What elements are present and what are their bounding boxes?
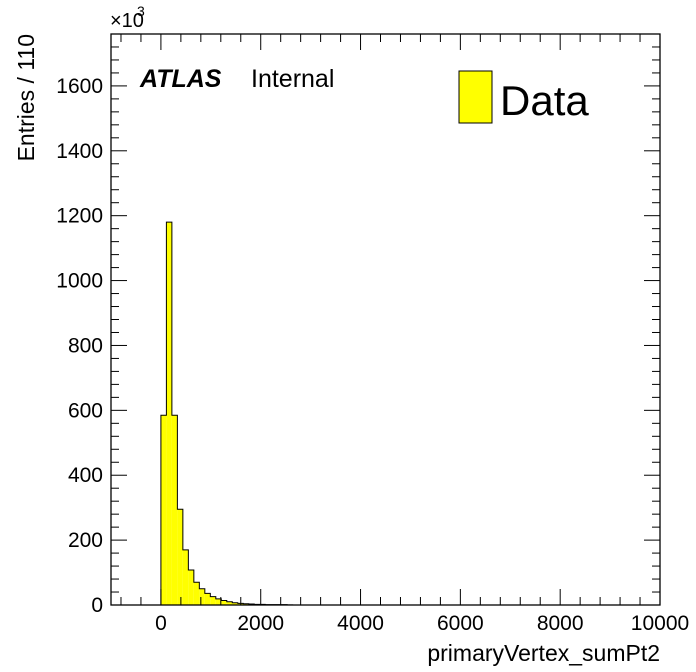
x-tick-label: 0 [155, 612, 167, 635]
plot-frame [110, 33, 661, 606]
histogram-bar [199, 588, 205, 605]
x-tick-label: 2000 [237, 612, 284, 635]
y-tick-label: 600 [68, 399, 103, 422]
y-tick-label: 400 [68, 464, 103, 487]
tick-labels: 0 2000 4000 6000 8000 10000 0 200 400 600 800 1000 1… [56, 75, 689, 635]
y-tick-label: 0 [91, 594, 103, 617]
y-tick-label: 200 [68, 529, 103, 552]
x-tick-label: 10000 [631, 612, 689, 635]
y-tick-label: 1400 [56, 140, 103, 163]
histogram-bar [188, 569, 194, 605]
histogram-bar [232, 602, 238, 605]
atlas-label: ATLAS [139, 65, 222, 93]
y-tick-label: 1200 [56, 205, 103, 228]
histogram-bar [210, 596, 216, 605]
y-axis-title: Entries / 110 [13, 34, 39, 161]
histogram-bar [160, 415, 167, 605]
x-tick-label: 6000 [437, 612, 484, 635]
histogram-bar [177, 509, 183, 605]
histogram-bar [215, 598, 222, 605]
x-axis-title: primaryVertex_sumPt2 [427, 640, 660, 666]
legend: Data [458, 70, 589, 124]
histogram-bar [171, 415, 178, 605]
y-multiplier: ×10 [110, 10, 144, 32]
y-tick-label: 1000 [56, 270, 103, 293]
histogram-bar [204, 593, 211, 605]
x-tick-label: 4000 [337, 612, 384, 635]
histogram-bar [182, 549, 189, 605]
histogram-bars [160, 221, 294, 606]
y-tick-label: 800 [68, 334, 103, 357]
histogram-bar [221, 600, 227, 605]
internal-label: Internal [251, 65, 334, 93]
histogram-bar [226, 601, 233, 605]
y-tick-label: 1600 [56, 75, 103, 98]
axis-ticks [111, 33, 661, 606]
histogram-bar [166, 222, 172, 605]
histogram-bar [193, 582, 200, 605]
legend-label-data: Data [500, 77, 589, 124]
legend-swatch-data [458, 70, 493, 124]
y-multiplier-exponent: 3 [137, 3, 145, 19]
x-tick-label: 8000 [537, 612, 584, 635]
